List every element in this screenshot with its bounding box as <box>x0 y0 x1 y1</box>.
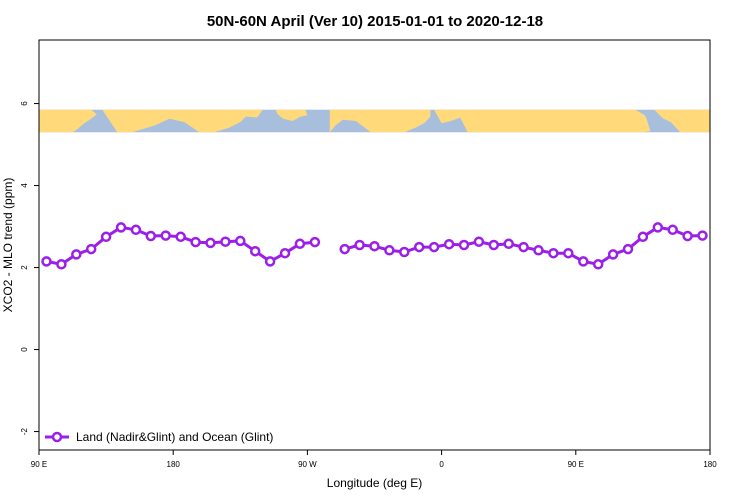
data-point <box>264 256 276 267</box>
data-point <box>592 259 604 270</box>
y-tick-label: -2 <box>20 427 29 435</box>
land-region <box>39 109 97 133</box>
data-point <box>235 235 246 247</box>
data-point <box>220 236 231 247</box>
data-point <box>667 224 678 236</box>
legend-label: Land (Nadir&Glint) and Ocean (Glint) <box>76 430 273 444</box>
y-tick-label: 4 <box>20 183 29 188</box>
x-tick-label: 180 <box>703 460 717 469</box>
data-point <box>71 249 82 260</box>
series-points <box>41 222 708 270</box>
data-point <box>56 259 67 270</box>
x-tick-label: 90 W <box>298 460 317 469</box>
data-point <box>578 256 589 267</box>
data-point <box>413 241 425 253</box>
data-point <box>309 236 321 248</box>
data-point <box>145 230 157 242</box>
data-point <box>85 243 97 255</box>
data-point <box>697 230 708 241</box>
data-point <box>399 246 410 258</box>
y-tick-label: 2 <box>20 265 29 270</box>
data-point <box>443 238 455 250</box>
land-region <box>434 109 651 133</box>
land-region <box>329 109 431 133</box>
legend-marker <box>51 431 63 443</box>
plot-frame <box>38 39 711 451</box>
data-point <box>518 241 529 253</box>
data-point <box>354 239 365 251</box>
data-point <box>115 222 127 233</box>
data-point <box>249 245 261 257</box>
data-point <box>563 247 574 259</box>
data-point <box>533 245 544 256</box>
data-point <box>384 245 395 256</box>
data-point <box>637 231 649 243</box>
x-tick-label: 90 E <box>568 460 584 469</box>
data-point <box>41 256 52 267</box>
land-region <box>654 109 710 133</box>
data-point <box>100 231 112 243</box>
y-axis: -2 0 2 4 6 <box>20 101 39 435</box>
data-point <box>428 241 440 253</box>
x-axis-label: Longitude (deg E) <box>327 476 422 490</box>
data-point <box>622 243 634 255</box>
data-point <box>160 230 171 241</box>
x-tick-label: 180 <box>167 460 181 469</box>
y-tick-label: 6 <box>20 101 29 106</box>
chart-title: 50N-60N April (Ver 10) 2015-01-01 to 202… <box>207 13 543 30</box>
data-point <box>473 236 485 247</box>
data-point <box>175 231 186 243</box>
land-ocean-map-band <box>39 109 710 133</box>
data-point <box>682 230 693 242</box>
x-tick-label: 0 <box>439 460 444 469</box>
data-point <box>279 247 291 259</box>
land-region <box>102 109 263 133</box>
data-point <box>339 243 350 255</box>
data-point <box>458 239 470 251</box>
map-band-land <box>39 109 710 133</box>
y-tick-label: 0 <box>20 347 29 352</box>
data-point <box>294 238 306 250</box>
data-point <box>130 224 142 236</box>
data-point <box>205 237 216 249</box>
x-axis: 90 E 180 90 W 0 90 E 180 <box>31 450 717 469</box>
data-point <box>652 222 664 233</box>
data-point <box>607 249 619 260</box>
legend: Land (Nadir&Glint) and Ocean (Glint) <box>45 430 273 444</box>
data-point <box>548 247 559 259</box>
data-point <box>503 238 514 250</box>
x-tick-label: 90 E <box>31 460 47 469</box>
land-region <box>275 109 308 121</box>
data-point <box>190 236 201 248</box>
data-point <box>488 239 500 251</box>
data-point <box>369 240 380 252</box>
y-axis-label: XCO2 - MLO trend (ppm) <box>1 178 15 313</box>
